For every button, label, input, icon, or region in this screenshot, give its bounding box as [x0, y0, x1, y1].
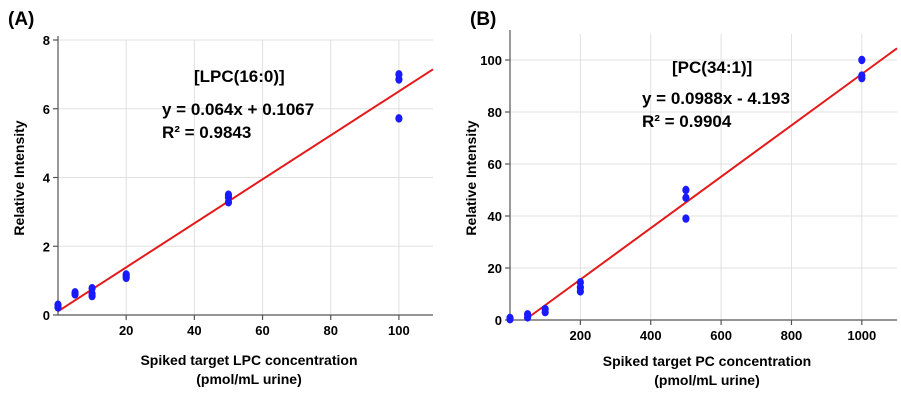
- data-point: [395, 114, 403, 123]
- data-point: [71, 288, 79, 297]
- data-point: [54, 300, 62, 309]
- trendline: [57, 68, 434, 313]
- x-tick-label: 40: [187, 323, 201, 338]
- x-tick-label: 600: [710, 328, 732, 343]
- data-point: [858, 55, 866, 65]
- panel-b-r-squared: R² = 0.9904: [642, 112, 732, 131]
- x-tick-label: 100: [388, 323, 410, 338]
- data-point: [88, 283, 96, 293]
- y-tick-label: 6: [43, 102, 50, 117]
- panel-a-y-axis-title: Relative Intensity: [11, 120, 27, 235]
- panel-a-x-axis-title: Spiked target LPC concentration: [140, 352, 357, 368]
- panel-b-y-axis-title: Relative Intensity: [463, 120, 479, 235]
- x-tick-label: 200: [570, 328, 592, 343]
- data-point: [395, 70, 403, 79]
- panel-b-equation: y = 0.0988x - 4.193: [642, 89, 790, 108]
- data-point: [541, 304, 549, 314]
- trendline: [524, 47, 898, 321]
- panel-b-trendline-group: [524, 47, 898, 321]
- panel-a-equation: y = 0.064x + 0.1067: [162, 100, 314, 119]
- x-tick-label: 800: [781, 328, 803, 343]
- panel-b-ticks: 0 20 40 60 80 100 200 400 600 800 1000: [480, 53, 876, 343]
- x-tick-label: 400: [640, 328, 662, 343]
- data-point: [224, 190, 233, 199]
- y-tick-label: 4: [43, 171, 51, 186]
- panel-a-r-squared: R² = 0.9843: [162, 123, 251, 142]
- data-point: [682, 193, 690, 202]
- data-point: [858, 71, 866, 80]
- x-tick-label: 80: [323, 323, 337, 338]
- data-point: [122, 270, 130, 279]
- y-tick-label: 40: [488, 209, 502, 224]
- y-tick-label: 0: [495, 313, 502, 328]
- y-tick-label: 80: [488, 105, 502, 120]
- data-point: [506, 313, 514, 323]
- data-point: [576, 278, 584, 287]
- y-tick-label: 8: [43, 33, 50, 48]
- panel-a-axes: [57, 36, 433, 316]
- y-tick-label: 20: [488, 261, 502, 276]
- panel-b-title: [PC(34:1)]: [672, 58, 752, 77]
- panel-b-x-axis-title: Spiked target PC concentration: [603, 353, 811, 369]
- x-tick-label: 1000: [847, 328, 876, 343]
- data-point: [682, 185, 690, 195]
- y-tick-label: 2: [43, 239, 50, 254]
- data-point: [682, 214, 690, 223]
- x-tick-label: 60: [255, 323, 269, 338]
- panel-a-points: [54, 70, 403, 312]
- panel-b: (B) 0 20 40 60 80 100 200 400 600 800 1000 [PC(34:…: [463, 9, 898, 388]
- y-tick-label: 100: [480, 53, 502, 68]
- y-tick-label: 0: [43, 308, 50, 323]
- panel-a-ticks: 0 2 4 6 8 20 40 60 80 100: [43, 33, 410, 338]
- panel-a-trendline-group: [57, 68, 434, 313]
- y-tick-label: 60: [488, 157, 502, 172]
- panel-b-x-axis-unit: (pmol/mL urine): [654, 372, 760, 388]
- panel-a: (A) 0 2 4 6 8 20 40 60 80 100 [LPC(16:0)] y = 0.0…: [8, 9, 434, 387]
- panel-a-x-axis-unit: (pmol/mL urine): [196, 371, 302, 387]
- data-point: [523, 310, 532, 319]
- panel-b-axes: [509, 30, 897, 321]
- panel-a-title: [LPC(16:0)]: [194, 67, 285, 86]
- panel-a-label: (A): [8, 9, 34, 30]
- panel-a-grid: [58, 39, 433, 315]
- panel-b-points: [506, 55, 866, 324]
- x-tick-label: 20: [119, 323, 133, 338]
- panel-b-label: (B): [470, 9, 496, 30]
